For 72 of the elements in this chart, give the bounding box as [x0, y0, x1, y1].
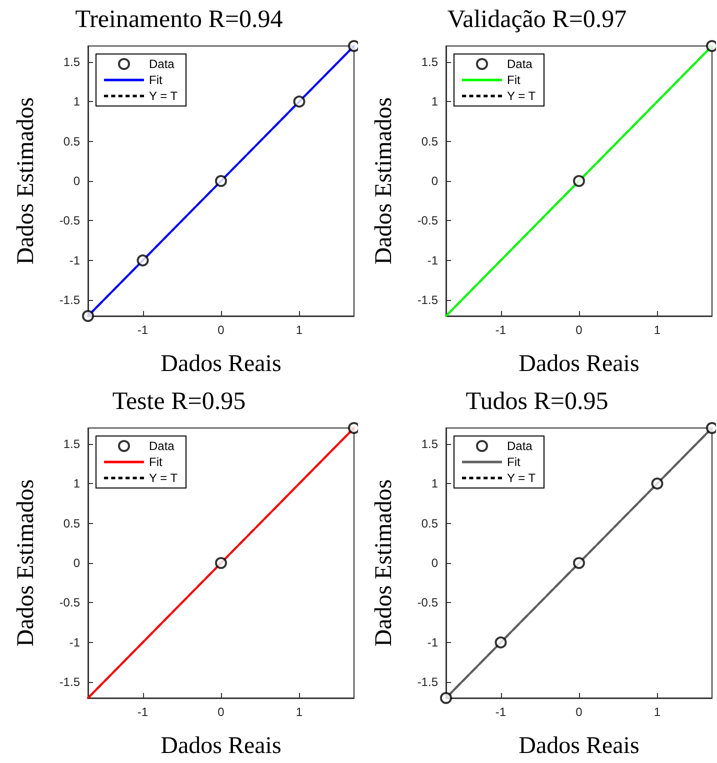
x-axis-title: Dados Reais	[160, 733, 282, 759]
y-axis-title: Dados Estimados	[371, 97, 397, 265]
x-tick-label: 0	[218, 323, 225, 337]
legend-label: Fit	[149, 455, 163, 469]
legend-label: Y = T	[149, 89, 178, 103]
y-tick-label: 1.5	[421, 54, 438, 69]
point	[494, 636, 507, 648]
y-tick-label: 0	[431, 174, 438, 188]
legend-label: Data	[149, 439, 175, 453]
y-tick-label: -0.5	[417, 596, 438, 610]
y-tick-label: 1	[73, 476, 80, 491]
y-tick-label: -1.5	[417, 675, 438, 690]
y-tick-label: 0.5	[421, 134, 438, 148]
y-tick-label: -1.5	[417, 293, 438, 308]
legend-label: Fit	[149, 73, 163, 87]
point	[215, 175, 227, 187]
chart-title: Validação R=0.97	[447, 6, 627, 33]
x-tick-label: -1	[495, 705, 506, 719]
y-tick-label: 1	[431, 94, 438, 109]
point	[293, 96, 306, 108]
chart-title: Tudos R=0.95	[466, 388, 608, 415]
y-tick-label: -1.5	[59, 293, 80, 308]
y-tick-label: -1	[427, 253, 438, 268]
y-tick-label: -0.5	[59, 214, 80, 228]
y-tick-label: -1.5	[59, 675, 80, 690]
x-tick-label: -1	[137, 705, 148, 719]
y-tick-label: -1	[427, 635, 438, 650]
x-tick-label: 1	[654, 705, 661, 719]
y-tick-label: 0	[431, 556, 438, 570]
y-tick-label: 1.5	[421, 436, 438, 451]
y-tick-label: 1	[431, 476, 438, 491]
y-tick-label: 0.5	[63, 134, 80, 148]
point	[440, 692, 452, 704]
y-tick-label: 1.5	[63, 436, 80, 451]
y-tick-label: 1.5	[63, 54, 80, 69]
x-tick-label: 0	[576, 323, 583, 337]
x-tick-label: -1	[137, 323, 148, 337]
legend-label: Y = T	[149, 471, 178, 485]
x-tick-label: 0	[218, 705, 225, 719]
legend-label: Data	[507, 439, 533, 453]
y-tick-label: -1	[69, 253, 80, 268]
y-axis-title: Dados Estimados	[371, 479, 397, 647]
legend-label: Data	[149, 57, 175, 71]
point	[651, 478, 664, 490]
y-tick-label: 0	[73, 556, 80, 570]
x-tick-label: 0	[576, 705, 583, 719]
legend-label: Y = T	[507, 89, 536, 103]
x-axis-title: Dados Reais	[518, 351, 640, 377]
chart-title: Treinamento R=0.94	[75, 6, 284, 33]
chart-title: Teste R=0.95	[112, 388, 246, 415]
point	[82, 310, 94, 322]
x-tick-label: 1	[296, 323, 303, 337]
x-axis-title: Dados Reais	[518, 733, 640, 759]
legend-label: Data	[507, 57, 533, 71]
legend-label: Fit	[507, 455, 521, 469]
legend-label: Fit	[507, 73, 521, 87]
x-tick-label: -1	[495, 323, 506, 337]
y-axis-title: Dados Estimados	[13, 97, 39, 265]
x-axis-title: Dados Reais	[160, 351, 282, 377]
y-tick-label: -0.5	[59, 596, 80, 610]
y-tick-label: -0.5	[417, 214, 438, 228]
x-tick-label: 1	[654, 323, 661, 337]
point	[573, 557, 585, 569]
x-tick-label: 1	[296, 705, 303, 719]
point	[136, 254, 149, 266]
y-axis-title: Dados Estimados	[13, 479, 39, 647]
y-tick-label: 0	[73, 174, 80, 188]
y-tick-label: 0.5	[63, 516, 80, 530]
legend-label: Y = T	[507, 471, 536, 485]
y-tick-label: -1	[69, 635, 80, 650]
y-tick-label: 0.5	[421, 516, 438, 530]
y-tick-label: 1	[73, 94, 80, 109]
